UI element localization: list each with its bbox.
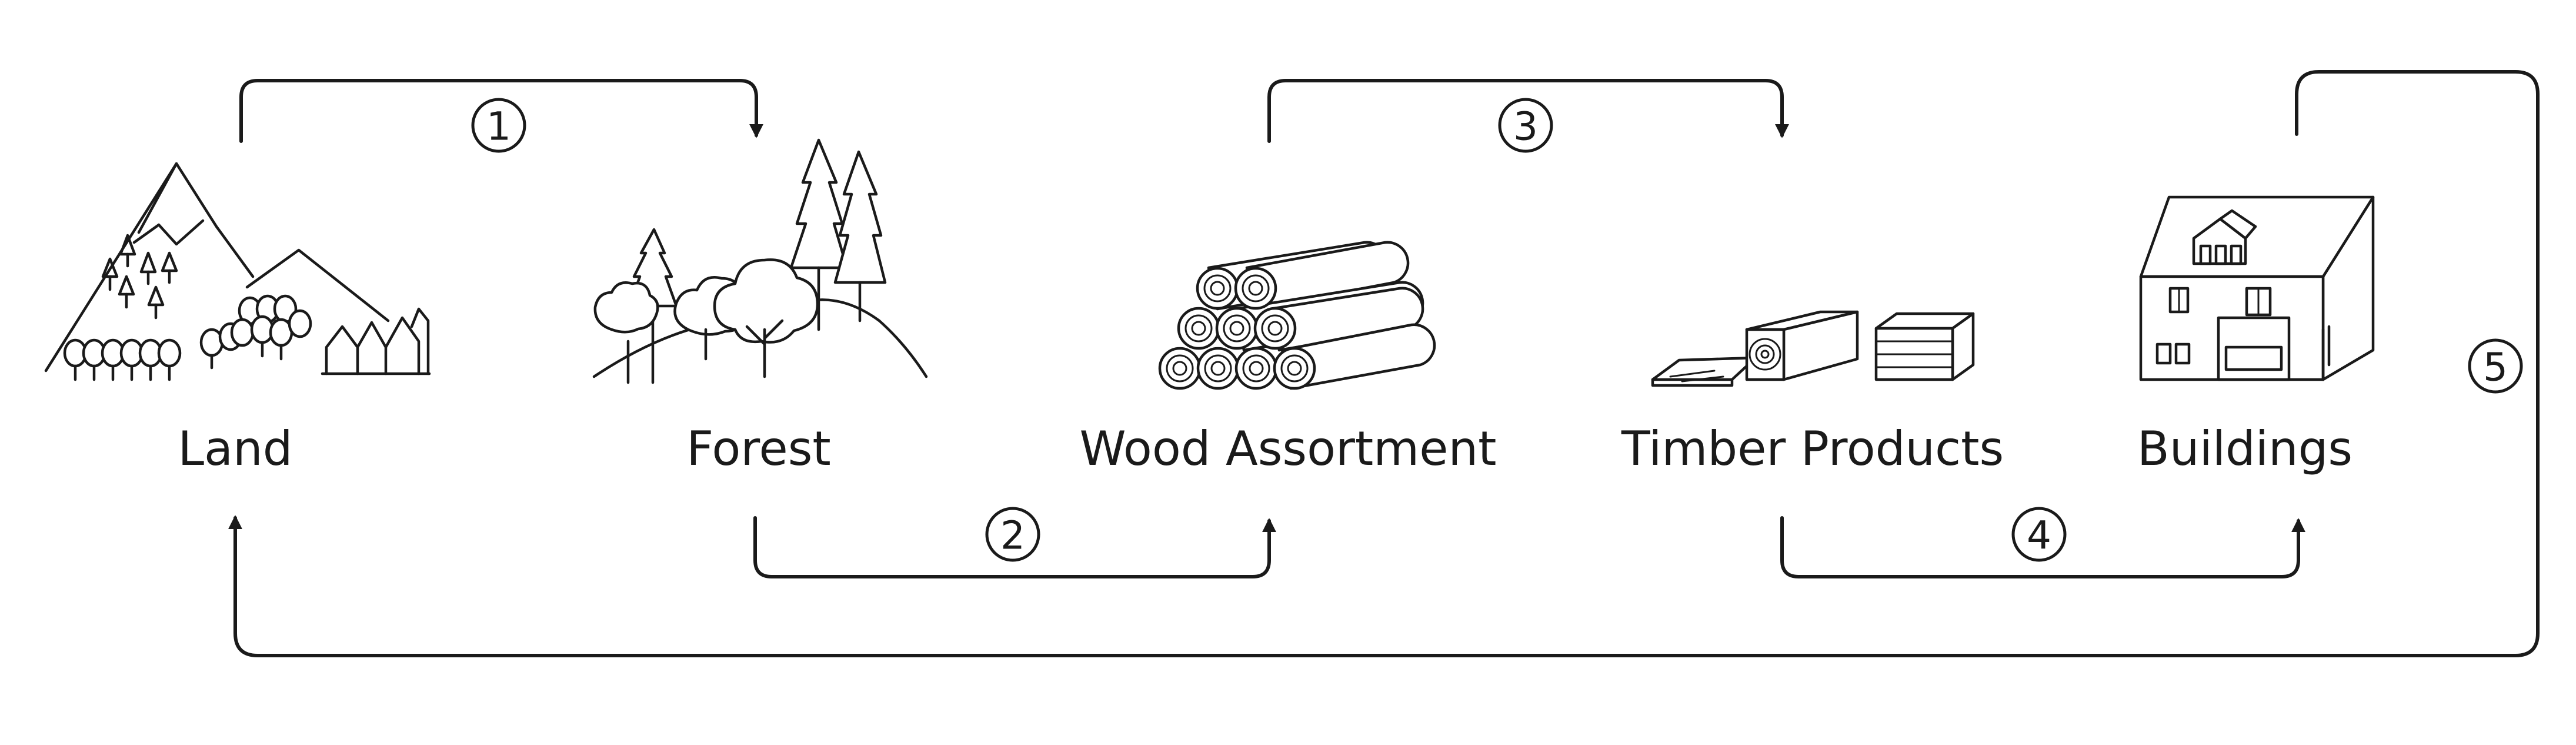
log-ends xyxy=(1158,267,1316,390)
arrow-wood-assortment-to-timber-products xyxy=(1267,79,1789,143)
step-badge-5: 5 xyxy=(2468,338,2523,394)
step-badge-1: 1 xyxy=(471,98,526,153)
arrow-buildings-to-land xyxy=(228,70,2540,657)
step-number-2: 2 xyxy=(1000,513,1025,558)
stage-label-forest: Forest xyxy=(686,421,831,476)
step-number-1: 1 xyxy=(486,104,511,149)
house-icon xyxy=(2139,195,2375,381)
arrow-land-to-forest xyxy=(239,79,763,143)
step-badge-2: 2 xyxy=(985,507,1040,562)
step-number-3: 3 xyxy=(1513,104,1538,149)
sawn-timber-icon xyxy=(1651,310,1975,387)
log-pile-icon xyxy=(1158,241,1436,390)
arrow-forest-to-wood-assortment xyxy=(753,516,1276,578)
step-badge-3: 3 xyxy=(1498,98,1553,153)
step-number-5: 5 xyxy=(2483,345,2508,390)
stage-label-timber-products: Timber Products xyxy=(1621,421,2004,476)
forest-trees-icon xyxy=(592,138,928,384)
stage-label-wood-assortment: Wood Assortment xyxy=(1079,421,1496,476)
step-badge-4: 4 xyxy=(2011,507,2067,562)
mountain-landscape-icon xyxy=(44,162,431,381)
arrow-timber-products-to-buildings xyxy=(1780,516,2305,578)
stage-label-buildings: Buildings xyxy=(2137,421,2353,476)
step-number-4: 4 xyxy=(2027,513,2051,558)
stage-label-land: Land xyxy=(178,421,292,476)
